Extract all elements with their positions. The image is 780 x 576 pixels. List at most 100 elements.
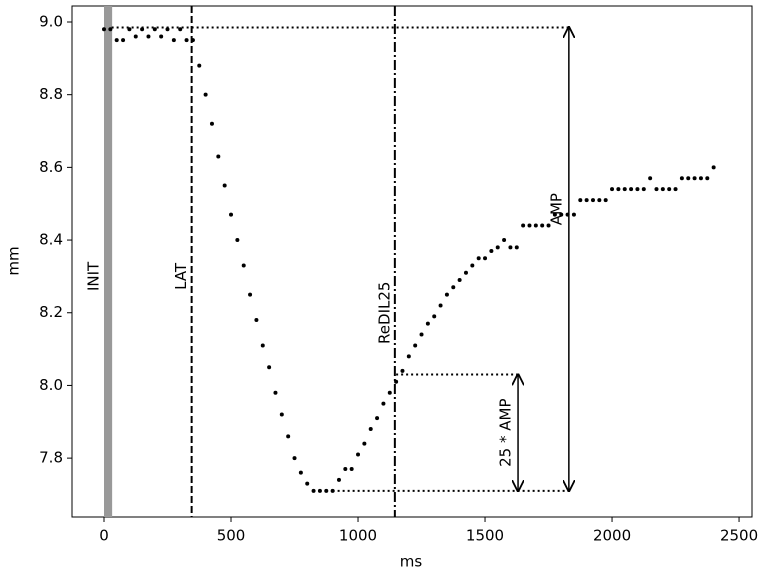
marker-label: ReDIL25 — [375, 282, 393, 344]
data-point — [222, 183, 227, 188]
data-point — [343, 467, 348, 472]
data-point — [686, 176, 691, 181]
y-tick-label: 8.8 — [39, 85, 63, 103]
data-point — [375, 416, 380, 421]
data-point — [514, 245, 519, 250]
data-point — [457, 278, 462, 283]
data-point — [711, 165, 716, 170]
data-point — [660, 187, 665, 192]
data-point — [317, 488, 322, 493]
data-point — [114, 38, 119, 43]
data-point — [305, 481, 310, 486]
data-point — [292, 456, 297, 461]
data-point — [381, 401, 386, 406]
data-point — [489, 248, 494, 253]
data-point — [578, 198, 583, 203]
data-point — [444, 292, 449, 297]
data-point — [692, 176, 697, 181]
data-point — [273, 390, 278, 395]
data-point — [356, 452, 361, 457]
data-point — [324, 488, 329, 493]
data-point — [298, 470, 303, 475]
data-point — [127, 27, 132, 32]
y-tick-label: 8.6 — [39, 158, 63, 176]
data-point — [635, 187, 640, 192]
plot-frame — [71, 5, 753, 518]
data-point — [216, 154, 221, 159]
data-point — [133, 34, 138, 39]
data-point — [203, 92, 208, 97]
data-point — [241, 263, 246, 268]
y-tick-label: 7.8 — [39, 449, 63, 467]
x-tick-label: 1500 — [466, 527, 504, 545]
data-point — [400, 368, 405, 373]
data-point — [590, 198, 595, 203]
x-tick-label: 1000 — [339, 527, 377, 545]
data-point — [559, 212, 564, 217]
data-point — [546, 223, 551, 228]
data-point — [178, 27, 183, 32]
data-point — [419, 332, 424, 337]
data-point — [540, 223, 545, 228]
data-point — [432, 314, 437, 319]
data-point — [394, 379, 399, 384]
data-point — [552, 212, 557, 217]
data-point — [438, 303, 443, 308]
data-point — [610, 187, 615, 192]
x-tick-label: 500 — [217, 527, 246, 545]
y-tick-label: 8.4 — [39, 231, 63, 249]
data-point — [667, 187, 672, 192]
arrow-label: AMP — [547, 193, 565, 225]
data-point — [463, 270, 468, 275]
data-point — [476, 256, 481, 261]
x-tick-label: 2500 — [720, 527, 758, 545]
data-point — [616, 187, 621, 192]
data-point — [336, 477, 341, 482]
data-point — [267, 365, 272, 370]
data-point — [146, 34, 151, 39]
data-point — [413, 343, 418, 348]
data-point — [648, 176, 653, 181]
data-point — [159, 34, 164, 39]
data-point — [698, 176, 703, 181]
data-point — [679, 176, 684, 181]
data-point — [229, 212, 234, 217]
data-point — [190, 38, 195, 43]
data-point — [152, 27, 157, 32]
data-point — [330, 488, 335, 493]
data-point — [508, 245, 513, 250]
data-point — [165, 27, 170, 32]
data-point — [197, 63, 202, 68]
data-point — [629, 187, 634, 192]
data-point — [349, 467, 354, 472]
data-point — [495, 245, 500, 250]
data-point — [571, 212, 576, 217]
y-axis-label: mm — [5, 246, 23, 275]
data-point — [260, 343, 265, 348]
data-point — [641, 187, 646, 192]
data-point — [533, 223, 538, 228]
y-tick-label: 8.0 — [39, 376, 63, 394]
data-point — [140, 27, 145, 32]
data-point — [527, 223, 532, 228]
data-point — [502, 238, 507, 243]
data-point — [311, 488, 316, 493]
data-point — [121, 38, 126, 43]
marker-label: LAT — [172, 262, 190, 290]
data-point — [368, 427, 373, 432]
data-point — [584, 198, 589, 203]
marker-label: INIT — [85, 261, 103, 291]
data-point — [254, 318, 259, 323]
data-point — [171, 38, 176, 43]
y-tick-label: 8.2 — [39, 303, 63, 321]
data-point — [279, 412, 284, 417]
data-point — [406, 354, 411, 359]
data-point — [108, 27, 113, 32]
data-point — [425, 321, 430, 326]
data-point — [248, 292, 253, 297]
data-point — [209, 121, 214, 126]
data-point — [705, 176, 710, 181]
data-point — [235, 238, 240, 243]
data-point — [102, 27, 107, 32]
